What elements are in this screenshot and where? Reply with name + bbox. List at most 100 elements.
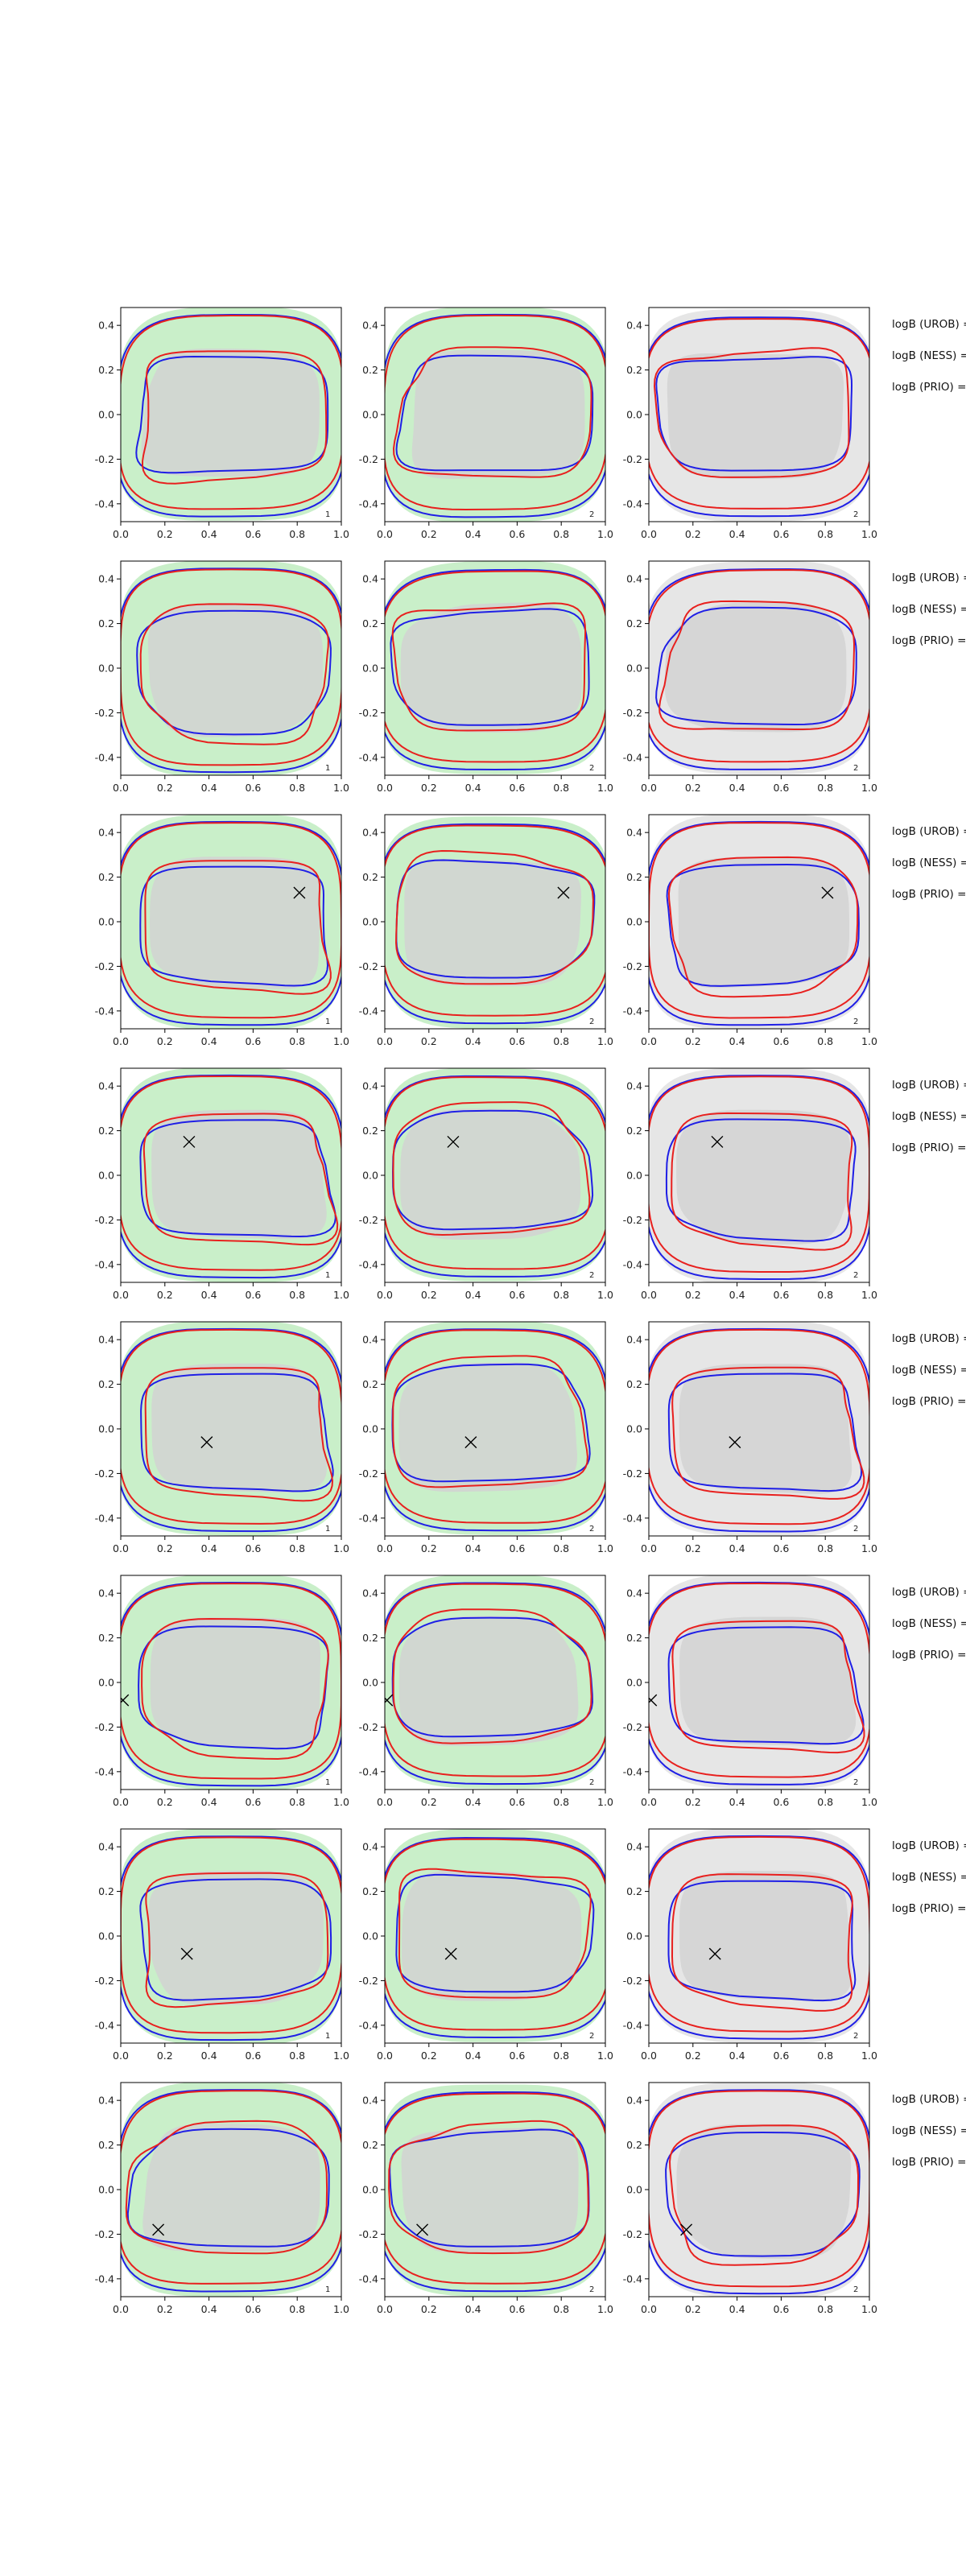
red-outer-contour (649, 2090, 869, 2288)
true-location-marker (416, 2223, 429, 2236)
panel-r7-c1: 0.0 0.2 0.4 0.6 0.8 1.0 -0.4 -0.2 0.0 0.2 0.4 1 (95, 1828, 349, 2062)
x-tick-label: 0.6 (245, 2303, 261, 2315)
y-tick-label: 0.4 (362, 1334, 378, 1346)
x-tick-label: 0.6 (245, 1289, 261, 1301)
x-tick-label: 0.6 (509, 2050, 525, 2062)
plot-area (121, 561, 341, 775)
legend-entry: logB (UROB) = (892, 1332, 966, 1345)
x-tick-label: 0.8 (289, 2303, 305, 2315)
y-tick-label: -0.2 (359, 2228, 378, 2240)
plot-area (121, 815, 341, 1029)
y-tick-label: -0.4 (623, 1005, 642, 1017)
red-inner-contour (392, 1101, 591, 1236)
red-inner-contour (671, 1366, 865, 1500)
y-tick-label: -0.4 (623, 2019, 642, 2031)
y-tick-label: -0.4 (95, 1258, 114, 1270)
panel-r8-c1: 0.0 0.2 0.4 0.6 0.8 1.0 -0.4 -0.2 0.0 0.2 0.4 1 (95, 2082, 349, 2315)
y-tick-label: 0.2 (98, 1885, 114, 1897)
x-tick-label: 1.0 (597, 528, 613, 540)
plot-area (385, 1575, 605, 1789)
y-tick-label: 0.0 (362, 1170, 378, 1182)
true-location-marker (821, 886, 834, 899)
red-inner-contour (392, 1355, 588, 1488)
true-location-marker (180, 1947, 193, 1960)
inner-density-fill (150, 857, 320, 989)
true-location-marker (121, 1694, 130, 1707)
red-outer-contour (385, 1075, 605, 1270)
legend-entry: logB (UROB) = (892, 2093, 966, 2106)
blue-outer-contour (121, 1581, 341, 1787)
x-tick-label: 0.0 (113, 1035, 129, 1047)
y-tick-label: 0.2 (98, 1632, 114, 1644)
x-tick-label: 0.8 (817, 1289, 833, 1301)
legend-entry: logB (NESS) = (892, 603, 966, 616)
y-tick-label: 0.0 (362, 1677, 378, 1689)
plot-area (385, 816, 605, 1029)
x-tick-label: 0.0 (641, 1542, 657, 1554)
inner-density-fill (398, 1616, 579, 1746)
plot-area (385, 2084, 605, 2297)
x-tick-label: 0.0 (641, 1289, 657, 1301)
y-tick-label: -0.4 (623, 2273, 642, 2285)
x-tick-label: 0.2 (157, 782, 173, 794)
inner-density-fill (151, 1363, 328, 1493)
blue-outer-contour (649, 1327, 869, 1533)
blue-outer-contour (649, 316, 869, 518)
y-tick-label: 0.0 (98, 1170, 114, 1182)
red-outer-contour (385, 1329, 605, 1524)
legend-entry: logB (UROB) = (892, 318, 966, 331)
red-outer-contour (649, 1835, 869, 2033)
y-tick-label: 0.4 (626, 320, 642, 332)
x-tick-label: 1.0 (333, 2050, 349, 2062)
x-tick-label: 1.0 (861, 1542, 877, 1554)
x-tick-label: 0.8 (817, 2050, 833, 2062)
x-tick-label: 1.0 (597, 782, 613, 794)
y-tick-label: 0.4 (98, 827, 114, 839)
red-outer-contour (649, 1328, 869, 1525)
panel-corner-label: 2 (853, 1018, 858, 1026)
legend-entry: logB (UROB) = (892, 572, 966, 584)
panel-r4-c1: 0.0 0.2 0.4 0.6 0.8 1.0 -0.4 -0.2 0.0 0.2 0.4 1 (95, 1067, 349, 1301)
y-tick-label: 0.4 (98, 2095, 114, 2107)
y-tick-label: 0.4 (626, 1080, 642, 1092)
inner-density-fill (401, 2127, 579, 2254)
y-tick-label: 0.0 (98, 1677, 114, 1689)
x-tick-label: 0.6 (245, 1542, 261, 1554)
x-tick-label: 0.8 (553, 1796, 569, 1808)
panel-r3-c3: 0.0 0.2 0.4 0.6 0.8 1.0 -0.4 -0.2 0.0 0.2 0.4 2 (623, 814, 877, 1047)
plot-area (121, 1322, 341, 1536)
x-tick-label: 1.0 (861, 528, 877, 540)
panel-corner-label: 2 (853, 2032, 858, 2041)
x-tick-label: 0.4 (465, 1035, 481, 1047)
x-tick-label: 0.6 (773, 1035, 789, 1047)
y-tick-label: 0.4 (98, 1841, 114, 1853)
true-location-marker (708, 1947, 721, 1960)
x-tick-label: 0.0 (377, 1289, 393, 1301)
red-outer-contour (121, 314, 341, 510)
y-tick-label: -0.4 (95, 751, 114, 763)
x-tick-label: 0.0 (641, 528, 657, 540)
y-tick-label: 0.0 (362, 1930, 378, 1942)
x-tick-label: 0.2 (685, 1796, 701, 1808)
panel-corner-label: 2 (853, 764, 858, 773)
panel-r6-c1: 0.0 0.2 0.4 0.6 0.8 1.0 -0.4 -0.2 0.0 0.2 0.4 1 (95, 1575, 349, 1808)
blue-inner-contour (136, 609, 332, 736)
x-tick-label: 0.0 (113, 2303, 129, 2315)
y-tick-label: 0.2 (626, 1632, 642, 1644)
plot-area (649, 1322, 869, 1536)
true-location-marker (557, 886, 570, 899)
true-location-marker (711, 1135, 724, 1148)
x-tick-label: 0.8 (289, 2050, 305, 2062)
panel-r3-c2: 0.0 0.2 0.4 0.6 0.8 1.0 -0.4 -0.2 0.0 0.2 0.4 2 (359, 814, 613, 1047)
x-tick-label: 1.0 (333, 528, 349, 540)
x-tick-label: 0.0 (377, 782, 393, 794)
y-tick-label: -0.4 (95, 2273, 114, 2285)
blue-outer-contour (121, 568, 341, 774)
y-tick-label: -0.2 (623, 1975, 642, 1987)
panel-corner-label: 1 (325, 2032, 330, 2041)
y-tick-label: 0.0 (98, 916, 114, 928)
panel-r8-c2: 0.0 0.2 0.4 0.6 0.8 1.0 -0.4 -0.2 0.0 0.2 0.4 2 (359, 2082, 613, 2315)
true-location-marker (680, 2223, 693, 2236)
x-tick-label: 0.4 (201, 1542, 217, 1554)
red-inner-contour (141, 1617, 329, 1761)
